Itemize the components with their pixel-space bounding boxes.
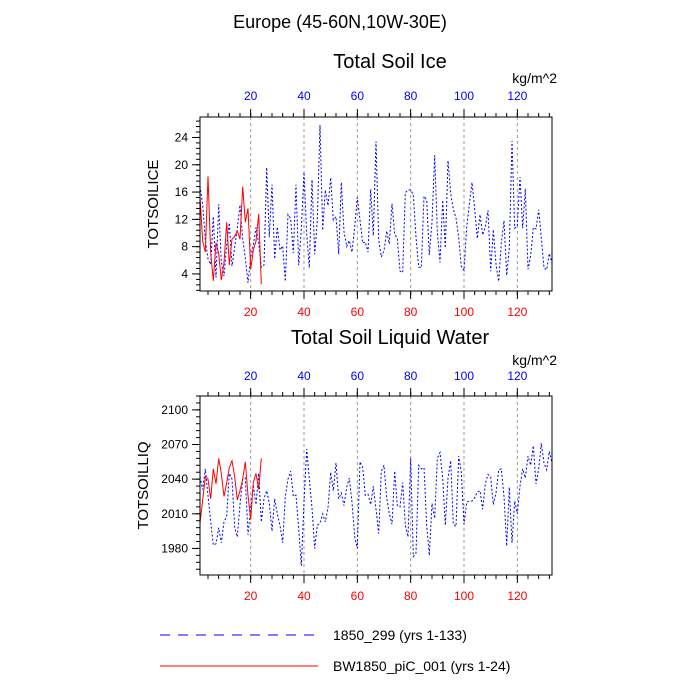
x-bottom-tick-label: 80 (404, 305, 418, 319)
chart-panel-1: 4 8 12 16 20 24 20 40 60 80 100 120 20 40 60 80 100 120 To… (145, 51, 557, 319)
x-top-tick-label: 120 (507, 89, 527, 103)
figure-title: Europe (45-60N,10W-30E) (233, 12, 447, 32)
y-tick-label: 2010 (161, 507, 188, 521)
y-tick-label: 16 (175, 185, 189, 199)
x-bottom-tick-label: 100 (454, 305, 474, 319)
y-tick-label: 8 (181, 240, 188, 254)
x-top-tick-label: 40 (297, 369, 311, 383)
x-bottom-tick-label: 120 (507, 305, 527, 319)
x-bottom-tick-label: 40 (297, 305, 311, 319)
series-line-1850-299 (200, 443, 552, 566)
y-tick-label: 4 (181, 267, 188, 281)
chart-title: Total Soil Ice (333, 51, 446, 73)
y-tick-label: 2100 (161, 403, 188, 417)
x-bottom-tick-label: 80 (404, 589, 418, 603)
x-bottom-tick-label: 20 (244, 589, 258, 603)
y-tick-label: 20 (175, 158, 189, 172)
x-top-tick-label: 20 (244, 369, 258, 383)
x-bottom-tick-label: 40 (297, 589, 311, 603)
chart-title: Total Soil Liquid Water (291, 327, 490, 349)
legend-label-series-b: BW1850_piC_001 (yrs 1-24) (333, 658, 510, 674)
x-top-tick-label: 60 (351, 369, 365, 383)
x-top-tick-label: 20 (244, 89, 258, 103)
y-tick-label: 12 (175, 212, 189, 226)
y-axis-label: TOTSOILLIQ (135, 441, 152, 529)
x-bottom-tick-label: 60 (351, 305, 365, 319)
series-line-bw1850-pic-001 (200, 458, 262, 524)
x-top-tick-label: 100 (454, 89, 474, 103)
y-tick-label: 1980 (161, 541, 188, 555)
x-bottom-tick-label: 20 (244, 305, 258, 319)
x-top-tick-label: 80 (404, 369, 418, 383)
x-bottom-tick-label: 100 (454, 589, 474, 603)
units-label: kg/m^2 (512, 70, 557, 86)
series-line-bw1850-pic-001 (200, 176, 262, 285)
x-bottom-tick-label: 60 (351, 589, 365, 603)
x-top-tick-label: 40 (297, 89, 311, 103)
plot-frame (199, 395, 553, 576)
y-axis-label: TOTSOILICE (145, 160, 162, 249)
x-top-tick-label: 120 (507, 369, 527, 383)
y-tick-label: 24 (175, 130, 189, 144)
y-tick-label: 2040 (161, 472, 188, 486)
legend-label-series-a: 1850_299 (yrs 1-133) (333, 627, 467, 643)
plot-frame (199, 116, 553, 292)
x-bottom-tick-label: 120 (507, 589, 527, 603)
x-top-tick-label: 60 (351, 89, 365, 103)
y-tick-label: 2070 (161, 438, 188, 452)
series-line-1850-299 (200, 125, 552, 283)
legend: 1850_299 (yrs 1-133) BW1850_piC_001 (yrs… (160, 627, 510, 674)
x-top-tick-label: 80 (404, 89, 418, 103)
units-label: kg/m^2 (512, 352, 557, 368)
x-top-tick-label: 100 (454, 369, 474, 383)
